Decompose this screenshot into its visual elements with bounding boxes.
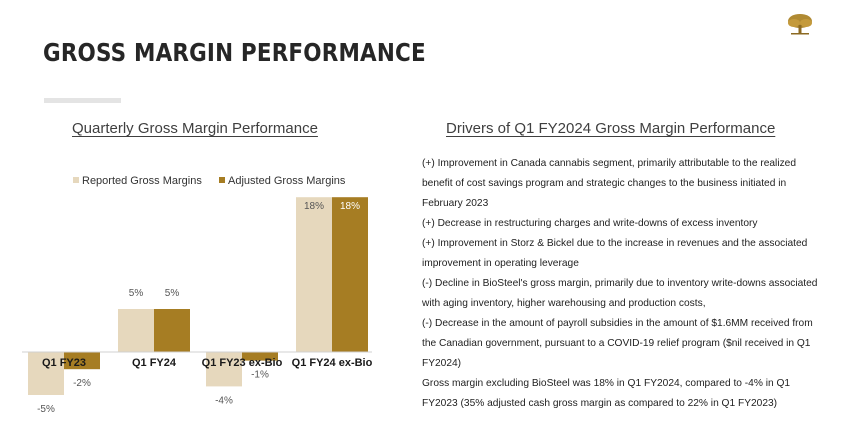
value-label-1-1: 5% <box>165 288 180 299</box>
drivers-list: (+) Improvement in Canada cannabis segme… <box>422 154 827 414</box>
value-label-0-1: 5% <box>129 288 144 299</box>
bar-1-1 <box>154 309 190 352</box>
driver-item: (+) Improvement in Storz & Bickel due to… <box>422 238 808 269</box>
bar-1-2 <box>242 352 278 361</box>
legend-swatch-0 <box>73 177 79 183</box>
legend-swatch-1 <box>219 177 225 183</box>
bar-1-3 <box>332 197 368 352</box>
category-label-2: Q1 FY23 ex-Bio <box>202 357 283 369</box>
bar-1-0 <box>64 352 100 370</box>
driver-item: (+) Decrease in restructuring charges an… <box>422 218 758 229</box>
tree-logo-icon <box>788 14 812 35</box>
driver-item: Gross margin excluding BioSteel was 18% … <box>422 378 791 409</box>
bar-0-0 <box>28 352 64 395</box>
bar-0-2 <box>206 352 242 387</box>
legend-label-1: Adjusted Gross Margins <box>228 175 346 187</box>
driver-item: (-) Decrease in the amount of payroll su… <box>422 318 813 369</box>
legend-label-0: Reported Gross Margins <box>82 175 202 187</box>
bar-0-3 <box>296 197 332 352</box>
gross-margin-bar-chart: Reported Gross Margins Adjusted Gross Mar… <box>22 175 373 415</box>
bar-0-1 <box>118 309 154 352</box>
driver-item: (+) Improvement in Canada cannabis segme… <box>422 158 797 209</box>
page-title: GROSS MARGIN PERFORMANCE <box>43 38 426 67</box>
value-label-1-0: -2% <box>73 378 91 389</box>
category-label-0: Q1 FY23 <box>42 357 86 369</box>
chart-legend: Reported Gross Margins Adjusted Gross Mar… <box>73 175 346 187</box>
category-label-3: Q1 FY24 ex-Bio <box>292 357 373 369</box>
category-label-1: Q1 FY24 <box>132 357 177 369</box>
value-label-1-3: 18% <box>340 201 360 212</box>
value-label-0-2: -4% <box>215 395 233 406</box>
driver-item: (-) Decline in BioSteel's gross margin, … <box>422 278 818 309</box>
drivers-section-title: Drivers of Q1 FY2024 Gross Margin Perfor… <box>446 120 776 137</box>
value-label-1-2: -1% <box>251 370 269 381</box>
value-label-0-0: -5% <box>37 404 55 415</box>
chart-section-title: Quarterly Gross Margin Performance <box>72 120 318 137</box>
title-accent-bar <box>44 98 121 103</box>
value-label-0-3: 18% <box>304 201 324 212</box>
